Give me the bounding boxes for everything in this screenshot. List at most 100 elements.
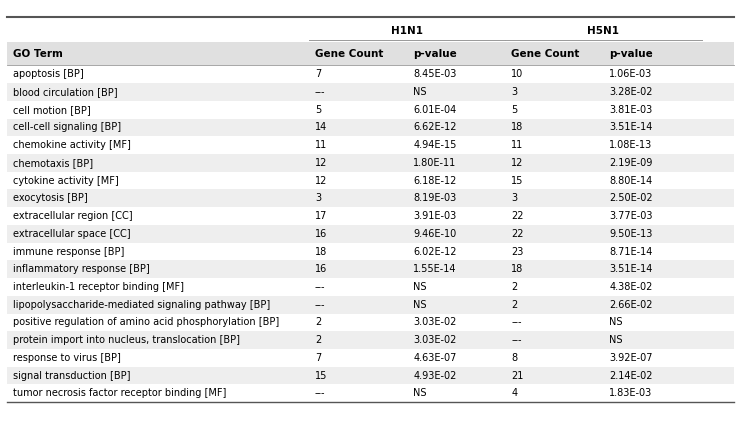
Text: 6.62E-12: 6.62E-12 — [413, 122, 457, 133]
Bar — [7, 189, 734, 207]
Text: 3.77E-03: 3.77E-03 — [610, 211, 653, 221]
Text: ---: --- — [315, 388, 325, 398]
Text: 18: 18 — [511, 122, 523, 133]
Text: 2: 2 — [511, 300, 517, 310]
Bar — [7, 42, 734, 65]
Text: 1.55E-14: 1.55E-14 — [413, 264, 457, 274]
Text: GO Term: GO Term — [13, 49, 63, 59]
Text: NS: NS — [610, 335, 623, 345]
Text: 15: 15 — [315, 371, 328, 381]
Text: signal transduction [BP]: signal transduction [BP] — [13, 371, 131, 381]
Text: 6.02E-12: 6.02E-12 — [413, 246, 457, 257]
Text: NS: NS — [413, 87, 427, 97]
Bar — [7, 225, 734, 243]
Text: H1N1: H1N1 — [391, 26, 423, 36]
Text: 17: 17 — [315, 211, 328, 221]
Bar — [7, 172, 734, 189]
Text: 8.80E-14: 8.80E-14 — [610, 176, 652, 186]
Text: 9.46E-10: 9.46E-10 — [413, 229, 456, 239]
Text: 5: 5 — [315, 105, 321, 115]
Text: 3: 3 — [511, 87, 517, 97]
Text: 6.18E-12: 6.18E-12 — [413, 176, 457, 186]
Text: 4: 4 — [511, 388, 517, 398]
Text: ---: --- — [315, 282, 325, 292]
Text: NS: NS — [413, 388, 427, 398]
Text: 2.19E-09: 2.19E-09 — [610, 158, 652, 168]
Bar — [7, 17, 734, 42]
Text: 11: 11 — [511, 140, 523, 150]
Text: tumor necrosis factor receptor binding [MF]: tumor necrosis factor receptor binding [… — [13, 388, 227, 398]
Text: Gene Count: Gene Count — [315, 49, 383, 59]
Text: interleukin-1 receptor binding [MF]: interleukin-1 receptor binding [MF] — [13, 282, 184, 292]
Text: response to virus [BP]: response to virus [BP] — [13, 353, 121, 363]
Text: 22: 22 — [511, 211, 524, 221]
Bar — [7, 65, 734, 83]
Bar — [7, 296, 734, 314]
Text: immune response [BP]: immune response [BP] — [13, 246, 125, 257]
Text: ---: --- — [511, 335, 522, 345]
Text: 1.06E-03: 1.06E-03 — [610, 69, 652, 79]
Text: 3.51E-14: 3.51E-14 — [610, 264, 652, 274]
Text: 23: 23 — [511, 246, 523, 257]
Text: apoptosis [BP]: apoptosis [BP] — [13, 69, 84, 79]
Text: 4.38E-02: 4.38E-02 — [610, 282, 652, 292]
Text: 3.03E-02: 3.03E-02 — [413, 335, 457, 345]
Text: 3.03E-02: 3.03E-02 — [413, 317, 457, 327]
Text: cell motion [BP]: cell motion [BP] — [13, 105, 91, 115]
Text: positive regulation of amino acid phosphorylation [BP]: positive regulation of amino acid phosph… — [13, 317, 280, 327]
Text: 4.93E-02: 4.93E-02 — [413, 371, 457, 381]
Text: 12: 12 — [511, 158, 523, 168]
Bar — [7, 367, 734, 384]
Text: 7: 7 — [315, 353, 321, 363]
Text: 1.80E-11: 1.80E-11 — [413, 158, 456, 168]
Text: 3.91E-03: 3.91E-03 — [413, 211, 456, 221]
Text: extracellular space [CC]: extracellular space [CC] — [13, 229, 131, 239]
Text: Gene Count: Gene Count — [511, 49, 579, 59]
Text: chemotaxis [BP]: chemotaxis [BP] — [13, 158, 94, 168]
Text: cytokine activity [MF]: cytokine activity [MF] — [13, 176, 119, 186]
Text: 2.14E-02: 2.14E-02 — [610, 371, 653, 381]
Text: 3.28E-02: 3.28E-02 — [610, 87, 653, 97]
Text: 8: 8 — [511, 353, 517, 363]
Text: 16: 16 — [315, 229, 327, 239]
Text: p-value: p-value — [610, 49, 653, 59]
Text: ---: --- — [315, 87, 325, 97]
Text: cell-cell signaling [BP]: cell-cell signaling [BP] — [13, 122, 122, 133]
Text: 1.08E-13: 1.08E-13 — [610, 140, 652, 150]
Text: 2.66E-02: 2.66E-02 — [610, 300, 653, 310]
Text: 22: 22 — [511, 229, 524, 239]
Text: NS: NS — [610, 317, 623, 327]
Text: ---: --- — [315, 300, 325, 310]
Text: 2: 2 — [511, 282, 517, 292]
Text: 14: 14 — [315, 122, 327, 133]
Text: 3: 3 — [511, 193, 517, 203]
Text: 3.81E-03: 3.81E-03 — [610, 105, 652, 115]
Text: 15: 15 — [511, 176, 523, 186]
Text: 9.50E-13: 9.50E-13 — [610, 229, 652, 239]
Text: NS: NS — [413, 282, 427, 292]
Text: 21: 21 — [511, 371, 523, 381]
Text: 8.71E-14: 8.71E-14 — [610, 246, 652, 257]
Text: 3: 3 — [315, 193, 321, 203]
Text: exocytosis [BP]: exocytosis [BP] — [13, 193, 88, 203]
Text: lipopolysaccharide-mediated signaling pathway [BP]: lipopolysaccharide-mediated signaling pa… — [13, 300, 271, 310]
Text: 11: 11 — [315, 140, 327, 150]
Text: inflammatory response [BP]: inflammatory response [BP] — [13, 264, 150, 274]
Text: 7: 7 — [315, 69, 321, 79]
Text: 2: 2 — [315, 335, 321, 345]
Text: 16: 16 — [315, 264, 327, 274]
Bar — [7, 154, 734, 172]
Text: 3.92E-07: 3.92E-07 — [610, 353, 653, 363]
Bar — [7, 83, 734, 101]
Text: 12: 12 — [315, 158, 328, 168]
Bar — [7, 349, 734, 367]
Bar — [7, 384, 734, 402]
Text: 2.50E-02: 2.50E-02 — [610, 193, 653, 203]
Text: protein import into nucleus, translocation [BP]: protein import into nucleus, translocati… — [13, 335, 241, 345]
Text: 12: 12 — [315, 176, 328, 186]
Bar — [7, 119, 734, 136]
Text: 2: 2 — [315, 317, 321, 327]
Text: 4.63E-07: 4.63E-07 — [413, 353, 457, 363]
Bar — [7, 278, 734, 296]
Text: chemokine activity [MF]: chemokine activity [MF] — [13, 140, 131, 150]
